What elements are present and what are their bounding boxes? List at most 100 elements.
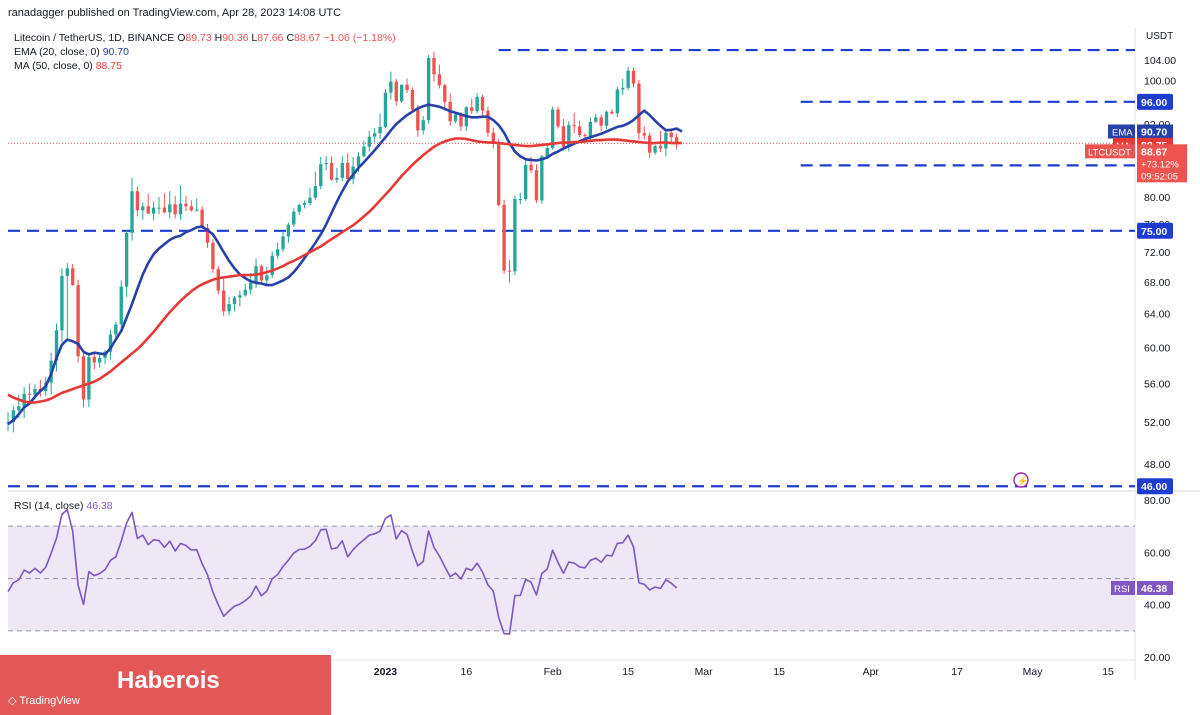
ema-legend-label: EMA (20, close, 0) bbox=[14, 46, 103, 58]
candle-body bbox=[416, 109, 420, 131]
ema-tag-name-box bbox=[1108, 124, 1135, 139]
ohlc-key: L bbox=[251, 32, 257, 44]
candle-body bbox=[621, 87, 625, 90]
time-tick-label: 15 bbox=[773, 666, 785, 678]
rsi-legend: RSI (14, close) 46.38 bbox=[14, 500, 113, 512]
ohlc-key: H bbox=[215, 32, 223, 44]
price-tick-label: 104.00 bbox=[1144, 55, 1176, 67]
ma-line bbox=[7, 137, 683, 404]
candle-body bbox=[664, 132, 668, 149]
candle-body bbox=[631, 70, 636, 84]
candle-body bbox=[216, 269, 220, 291]
candle-body bbox=[362, 146, 366, 157]
candle-body bbox=[572, 125, 576, 127]
price-axis: 104.00100.0092.0088.0080.0076.0072.0068.… bbox=[1144, 55, 1176, 471]
time-tick-label: May bbox=[1023, 666, 1044, 678]
candle-body bbox=[367, 136, 371, 147]
candle-body bbox=[205, 228, 210, 243]
candle-body bbox=[658, 146, 663, 149]
candle-body bbox=[319, 164, 323, 187]
candle-body bbox=[480, 96, 485, 111]
time-tick-label: Mar bbox=[695, 666, 714, 678]
time-tick-label: 2023 bbox=[374, 666, 398, 678]
candles bbox=[6, 51, 679, 433]
candle-body bbox=[523, 164, 528, 200]
candle-body bbox=[275, 249, 280, 256]
candle-body bbox=[81, 356, 86, 400]
candle-body bbox=[227, 303, 231, 312]
candle-body bbox=[22, 393, 26, 407]
ema-legend-value: 90.70 bbox=[103, 46, 129, 58]
candle-body bbox=[653, 146, 657, 153]
price-tick-label: 64.00 bbox=[1144, 309, 1170, 321]
rsi-tick-label: 40.00 bbox=[1144, 600, 1170, 612]
candle-body bbox=[195, 209, 199, 211]
price-tick-label: 60.00 bbox=[1144, 342, 1170, 354]
candle-body bbox=[615, 89, 620, 114]
candle-body bbox=[340, 162, 344, 178]
ema-tag-box bbox=[1137, 124, 1173, 139]
level-tag bbox=[1137, 478, 1173, 495]
candle-body bbox=[92, 357, 96, 363]
candle-body bbox=[518, 199, 522, 201]
candle-body bbox=[222, 290, 226, 312]
ema-line bbox=[7, 103, 683, 426]
candle-body bbox=[281, 236, 285, 250]
candle-body bbox=[292, 211, 296, 225]
level-tag bbox=[1137, 222, 1173, 239]
symbol-tag-name-box bbox=[1085, 144, 1135, 159]
candle-body bbox=[486, 110, 490, 133]
candle-body bbox=[33, 389, 37, 395]
symbol-legend: Litecoin / TetherUS, 1D, BINANCE O89.73 … bbox=[14, 32, 396, 44]
ma-legend: MA (50, close, 0) 88.75 bbox=[14, 60, 122, 72]
candle-body bbox=[475, 96, 479, 112]
candle-body bbox=[356, 156, 361, 167]
candle-body bbox=[674, 137, 679, 144]
candle-body bbox=[604, 111, 609, 126]
candle-body bbox=[119, 286, 123, 325]
candle-body bbox=[529, 164, 533, 171]
ema-tag-value: 90.70 bbox=[1141, 126, 1167, 138]
candle-body bbox=[108, 334, 113, 352]
candle-body bbox=[561, 126, 566, 147]
ema-legend: EMA (20, close, 0) 90.70 bbox=[14, 46, 129, 58]
ohlc-value: 89.73 bbox=[185, 32, 214, 44]
price-tick-label: 52.00 bbox=[1144, 417, 1170, 429]
candle-body bbox=[65, 268, 69, 276]
level-tag-label: 96.00 bbox=[1141, 97, 1167, 109]
time-tick-label: 17 bbox=[951, 666, 963, 678]
symbol-name: Litecoin / TetherUS, 1D, BINANCE bbox=[14, 32, 177, 44]
level-tag-label: 75.00 bbox=[1141, 226, 1167, 238]
time-tick-label: Feb bbox=[544, 666, 562, 678]
candle-body bbox=[76, 285, 80, 357]
candle-body bbox=[502, 204, 506, 271]
price-tick-label: 72.00 bbox=[1144, 247, 1170, 259]
candle-body bbox=[556, 109, 560, 127]
price-tick-label: 56.00 bbox=[1144, 378, 1170, 390]
candle-body bbox=[168, 204, 172, 213]
lightning-icon: ⚡ bbox=[1017, 475, 1028, 487]
candle-body bbox=[173, 204, 177, 215]
time-tick-label: Apr bbox=[863, 666, 880, 678]
candle-body bbox=[567, 125, 571, 147]
candle-body bbox=[453, 114, 458, 122]
symbol-tag-value: 88.67 bbox=[1141, 146, 1167, 158]
candle-body bbox=[550, 109, 555, 148]
candle-body bbox=[426, 57, 431, 121]
candle-body bbox=[130, 191, 134, 233]
candle-body bbox=[443, 85, 447, 102]
candle-body bbox=[200, 209, 204, 229]
symbol-tag-box bbox=[1137, 144, 1187, 183]
symbol-tag-change: +73.12% bbox=[1141, 159, 1179, 170]
candle-body bbox=[421, 120, 425, 131]
candle-body bbox=[54, 330, 59, 361]
candle-body bbox=[27, 393, 32, 395]
watermark-text: Haberois bbox=[117, 667, 220, 694]
ma-legend-label: MA (50, close, 0) bbox=[14, 60, 96, 72]
candle-body bbox=[432, 57, 436, 75]
candle-body bbox=[507, 270, 512, 272]
rsi-tag-name-box bbox=[1111, 580, 1135, 595]
candle-body bbox=[599, 117, 603, 126]
candle-body bbox=[11, 410, 16, 423]
